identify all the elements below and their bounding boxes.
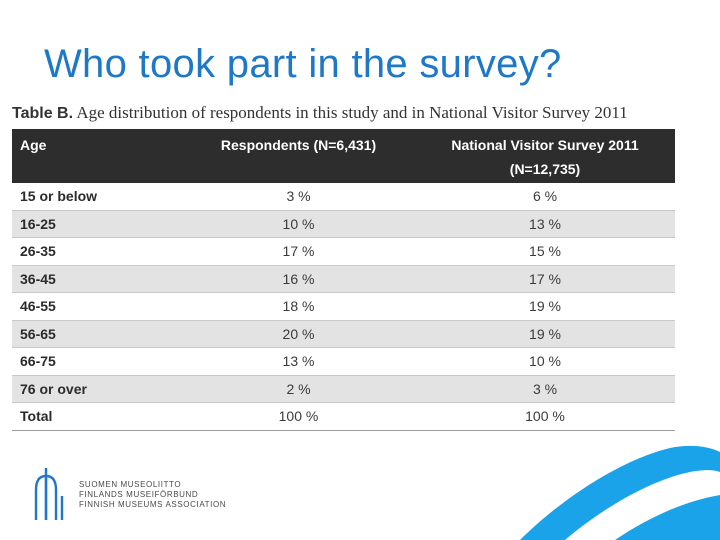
cell-national: 15 % (415, 237, 675, 266)
cell-age: 15 or below (12, 183, 182, 211)
cell-national: 6 % (415, 183, 675, 211)
cell-age: 76 or over (12, 375, 182, 403)
cell-respondents: 13 % (182, 347, 415, 376)
cell-respondents: 16 % (182, 265, 415, 293)
cell-respondents: 3 % (182, 183, 415, 211)
museum-association-logo-icon (34, 468, 64, 520)
decorative-swoosh-icon (520, 445, 720, 540)
cell-respondents: 17 % (182, 237, 415, 266)
cell-age: 16-25 (12, 210, 182, 238)
total-national: 100 % (415, 402, 675, 431)
total-label: Total (12, 402, 182, 431)
cell-respondents: 18 % (182, 292, 415, 321)
table-row: 15 or below 3 % 6 % (12, 183, 675, 211)
table-caption: Table B. Age distribution of respondents… (12, 103, 676, 123)
slide-title: Who took part in the survey? (44, 42, 562, 86)
cell-respondents: 20 % (182, 320, 415, 348)
table-row: 26-35 17 % 15 % (12, 237, 675, 266)
table-header-row-2: (N=12,735) (12, 155, 675, 183)
table-row: 76 or over 2 % 3 % (12, 375, 675, 403)
org-name-sv: FINLANDS MUSEIFÖRBUND (79, 490, 199, 499)
header-respondents: Respondents (N=6,431) (182, 129, 415, 155)
total-respondents: 100 % (182, 402, 415, 431)
cell-age: 56-65 (12, 320, 182, 348)
table-header-row: Age Respondents (N=6,431) National Visit… (12, 129, 675, 155)
organization-name: SUOMEN MUSEOLIITTO FINLANDS MUSEIFÖRBUND… (79, 480, 226, 510)
header-blank (12, 155, 182, 183)
cell-respondents: 2 % (182, 375, 415, 403)
table-row: 56-65 20 % 19 % (12, 320, 675, 348)
header-age: Age (12, 129, 182, 155)
cell-national: 19 % (415, 320, 675, 348)
header-national-n: (N=12,735) (415, 155, 675, 183)
header-blank-2 (182, 155, 415, 183)
cell-national: 3 % (415, 375, 675, 403)
cell-age: 26-35 (12, 237, 182, 266)
cell-national: 13 % (415, 210, 675, 238)
cell-national: 17 % (415, 265, 675, 293)
header-national: National Visitor Survey 2011 (415, 129, 675, 155)
table-caption-text: Age distribution of respondents in this … (76, 103, 628, 122)
table-caption-label: Table B. (12, 105, 74, 122)
age-distribution-table: Age Respondents (N=6,431) National Visit… (12, 129, 675, 431)
cell-age: 36-45 (12, 265, 182, 293)
cell-age: 66-75 (12, 347, 182, 376)
table-row: 16-25 10 % 13 % (12, 210, 675, 238)
cell-age: 46-55 (12, 292, 182, 321)
org-name-en: FINNISH MUSEUMS ASSOCIATION (79, 500, 227, 509)
table-row: 36-45 16 % 17 % (12, 265, 675, 293)
cell-national: 10 % (415, 347, 675, 376)
cell-national: 19 % (415, 292, 675, 321)
cell-respondents: 10 % (182, 210, 415, 238)
org-name-fi: SUOMEN MUSEOLIITTO (79, 480, 182, 489)
table-row: 66-75 13 % 10 % (12, 347, 675, 376)
table-row: 46-55 18 % 19 % (12, 292, 675, 321)
table-total-row: Total 100 % 100 % (12, 402, 675, 431)
